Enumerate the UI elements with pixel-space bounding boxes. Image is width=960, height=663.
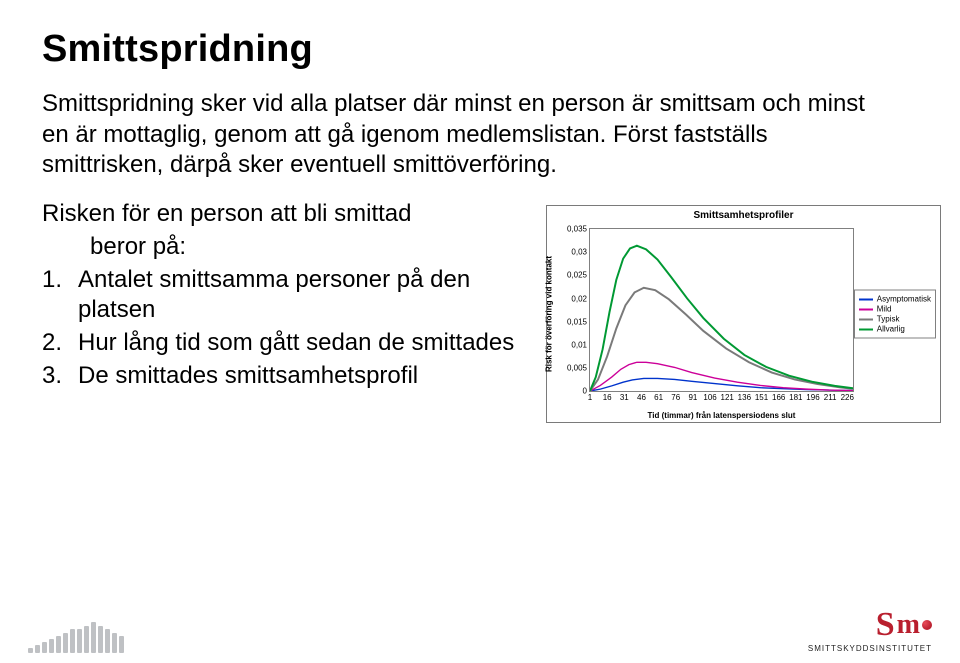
chart-legend: AsymptomatiskMildTypiskAllvarlig	[854, 290, 936, 339]
list-item: 2. Hur lång tid som gått sedan de smitta…	[42, 328, 532, 359]
legend-swatch-icon	[859, 308, 873, 310]
lead-line: Risken för en person att bli smittad	[42, 199, 532, 230]
list-item-text: De smittades smittsamhetsprofil	[78, 361, 418, 392]
chart-y-tick: 0,015	[567, 317, 587, 326]
chart-y-tick: 0,035	[567, 225, 587, 234]
chart-x-tick: 61	[654, 393, 663, 402]
chart-x-tick: 31	[620, 393, 629, 402]
chart-x-tick: 166	[772, 393, 785, 402]
chart-legend-item: Asymptomatisk	[859, 295, 931, 304]
chart-x-axis-label: Tid (timmar) från latenspersiodens slut	[589, 411, 854, 420]
footer-bar	[70, 629, 75, 653]
bullet-block: Risken för en person att bli smittad ber…	[42, 199, 532, 393]
line-chart: Smittsamhetsprofiler Risk för överföring…	[546, 205, 941, 423]
chart-y-tick: 0	[583, 387, 587, 396]
list-item-text: Hur lång tid som gått sedan de smittades	[78, 328, 514, 359]
list-item-number: 3.	[42, 361, 68, 392]
chart-legend-item: Typisk	[859, 315, 931, 324]
chart-x-tick: 76	[671, 393, 680, 402]
legend-label: Mild	[877, 305, 892, 314]
chart-x-tick: 226	[841, 393, 854, 402]
footer-bar	[42, 642, 47, 653]
slide-footer: Sm SMITTSKYDDSINSTITUTET	[0, 585, 960, 663]
page-title: Smittspridning	[42, 28, 918, 71]
chart-y-tick: 0,03	[571, 248, 587, 257]
chart-y-tick: 0,01	[571, 340, 587, 349]
footer-bar	[49, 639, 54, 653]
chart-x-tick: 181	[789, 393, 802, 402]
chart-x-tick: 91	[688, 393, 697, 402]
chart-x-tick: 1	[588, 393, 592, 402]
slide: Smittspridning Smittspridning sker vid a…	[0, 0, 960, 663]
legend-label: Typisk	[877, 315, 900, 324]
footer-bar	[28, 648, 33, 653]
chart-series-line	[590, 288, 853, 391]
footer-bar	[91, 622, 96, 653]
chart-x-tick: 196	[806, 393, 819, 402]
chart-x-tick: 46	[637, 393, 646, 402]
chart-x-tick: 151	[755, 393, 768, 402]
footer-logo: Sm SMITTSKYDDSINSTITUTET	[808, 608, 932, 653]
legend-label: Asymptomatisk	[877, 295, 931, 304]
footer-bar	[112, 633, 117, 653]
lower-region: Risken för en person att bli smittad ber…	[42, 199, 918, 423]
logo-subtext: SMITTSKYDDSINSTITUTET	[808, 644, 932, 653]
list-item-number: 1.	[42, 265, 68, 326]
logo-dot-icon	[922, 620, 932, 630]
list-item: 3. De smittades smittsamhetsprofil	[42, 361, 532, 392]
intro-paragraph: Smittspridning sker vid alla platser där…	[42, 89, 872, 181]
chart-legend-item: Allvarlig	[859, 325, 931, 334]
chart-y-tick: 0,02	[571, 294, 587, 303]
footer-bars-icon	[28, 615, 124, 653]
chart-y-tick: 0,025	[567, 271, 587, 280]
chart-legend-item: Mild	[859, 305, 931, 314]
footer-bar	[84, 626, 89, 653]
footer-bar	[77, 629, 82, 653]
chart-y-tick: 0,005	[567, 364, 587, 373]
chart-x-tick: 136	[738, 393, 751, 402]
chart-series-line	[590, 362, 853, 391]
list-item-text: Antalet smittsamma personer på den plats…	[78, 265, 532, 326]
footer-bar	[119, 636, 124, 653]
footer-bar	[98, 626, 103, 653]
list-item-number: 2.	[42, 328, 68, 359]
footer-bar	[105, 629, 110, 653]
footer-bar	[63, 633, 68, 653]
legend-label: Allvarlig	[877, 325, 905, 334]
lead-indent-line: beror på:	[42, 232, 532, 263]
legend-swatch-icon	[859, 318, 873, 320]
chart-y-axis-label: Risk för överföring vid kontakt	[545, 256, 554, 372]
list-item: 1. Antalet smittsamma personer på den pl…	[42, 265, 532, 326]
legend-swatch-icon	[859, 298, 873, 300]
chart-svg	[590, 229, 853, 391]
chart-x-tick: 211	[824, 393, 837, 402]
chart-x-tick: 16	[603, 393, 612, 402]
chart-title: Smittsamhetsprofiler	[547, 210, 940, 221]
legend-swatch-icon	[859, 328, 873, 330]
footer-bar	[35, 645, 40, 653]
chart-block: Smittsamhetsprofiler Risk för överföring…	[546, 205, 941, 423]
logo-text: Sm	[876, 608, 932, 642]
chart-series-line	[590, 246, 853, 391]
chart-x-tick: 106	[703, 393, 716, 402]
footer-bar	[56, 636, 61, 653]
chart-plot-area: 00,0050,010,0150,020,0250,030,0351163146…	[589, 228, 854, 392]
chart-x-tick: 121	[721, 393, 734, 402]
